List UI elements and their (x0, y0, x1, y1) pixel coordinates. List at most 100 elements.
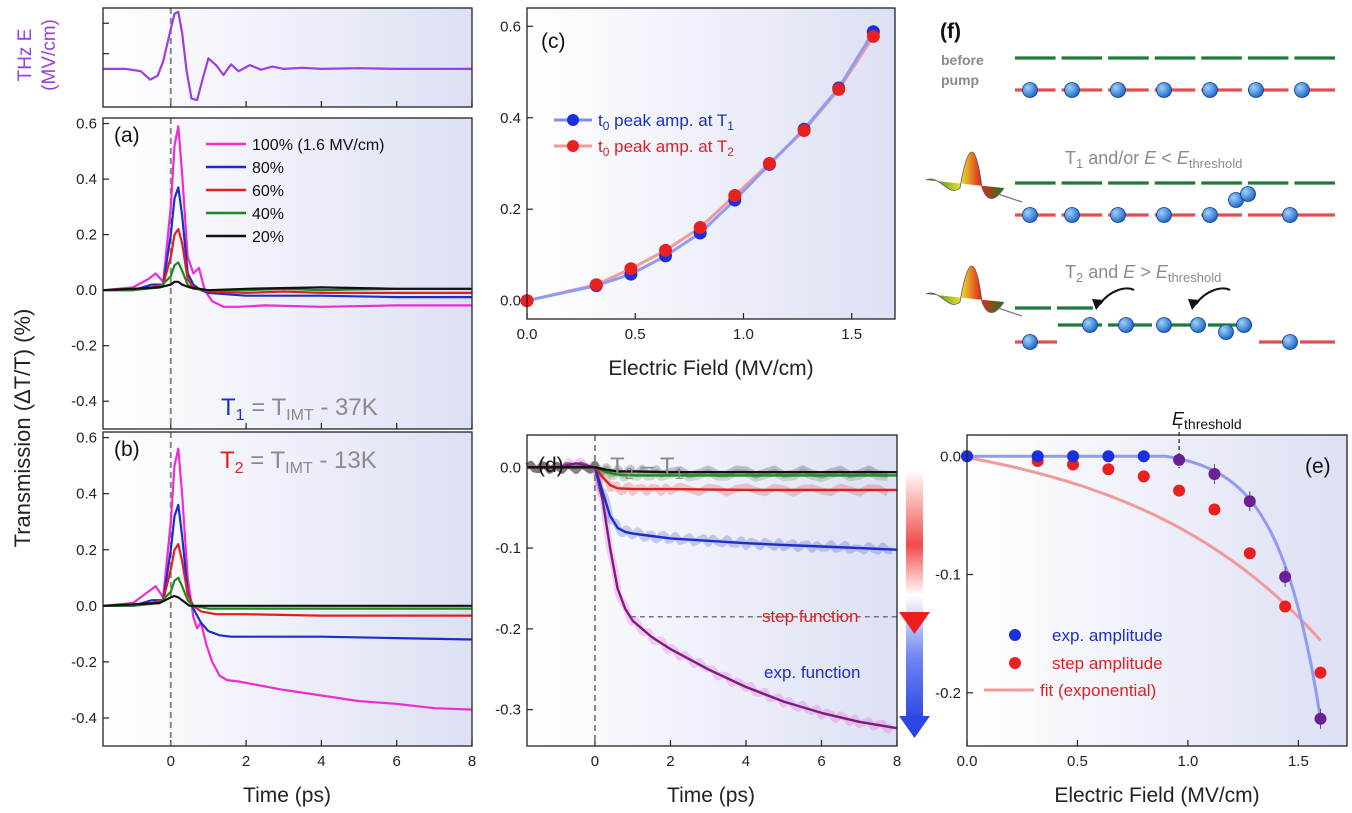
panel-a-legend-text: 60% (252, 183, 284, 200)
panel-d-ytick-label: 0.0 (500, 459, 521, 476)
electron-ball (1022, 334, 1038, 350)
electron-ball (1202, 207, 1218, 223)
electron-ball (1110, 82, 1126, 98)
panel-b-xtick-label: 2 (242, 753, 250, 770)
panel-a-ytick-label: 0.2 (76, 227, 97, 244)
panel-d-xtick-label: 2 (666, 753, 674, 770)
panel-c-legend: t0 peak amp. at T1 t0 peak amp. at T2 (554, 111, 734, 159)
electron-ball (1240, 186, 1256, 202)
panel-e-point-exp (1137, 450, 1150, 463)
panel-c: 0.0 0.2 0.4 0.6 0.0 0.5 1.0 1.5 (c) t0 peak amp… (500, 7, 896, 380)
panel-d-annotation: T2 – T1 (610, 453, 684, 483)
panel-e-point-step (1208, 503, 1221, 516)
panel-e-ytick-label: -0.1 (935, 567, 961, 584)
blue-arrow-head (899, 716, 930, 738)
panel-d-x-label: Time (ps) (667, 784, 755, 807)
electron-ball (1236, 317, 1252, 333)
row2-label: T1 and/or E < Ethreshold (1065, 148, 1242, 171)
legend-text-exp: exp. amplitude (1052, 626, 1163, 645)
panel-e-fit-step (966, 456, 1322, 642)
panel-e-point-exp (1243, 495, 1256, 508)
panel-d-frame (526, 434, 898, 747)
panel-a-series-green (103, 261, 472, 292)
panel-b-xtick-label: 4 (317, 753, 325, 770)
panel-e-point-step (1067, 458, 1080, 471)
panel-a-legend-text: 80% (252, 160, 284, 177)
legend-text-fit: fit (exponential) (1040, 681, 1156, 700)
panel-c-xtick-label: 1.5 (841, 326, 862, 343)
panel-d-plot: -0.3 -0.2 -0.1 0.0 0 2 4 6 8 (495, 435, 901, 770)
panel-e-legend: exp. amplitude step amplitude fit (expon… (984, 626, 1163, 700)
before-pump-label: before pump (941, 52, 984, 88)
panel-c-point-red (762, 157, 776, 170)
panel-d: -0.3 -0.2 -0.1 0.0 0 2 4 6 8 (d) T2 – T1 step fu… (495, 434, 901, 807)
shared-y-axis-label: Transmission (ΔT/T) (%) (10, 309, 35, 548)
panel-a-legend-text: 100% (1.6 MV/cm) (252, 137, 384, 154)
panel-c-point-red (832, 82, 846, 96)
electron-ball (1294, 82, 1310, 98)
panel-d-ytick-label: -0.3 (495, 702, 521, 719)
panel-a-ytick-label: 0.0 (76, 282, 97, 299)
panel-c-bg (527, 8, 895, 319)
panel-d-xtick-label: 6 (817, 753, 825, 770)
panel-a-series-black (102, 280, 472, 292)
panel-e-x-label: Electric Field (MV/cm) (1054, 784, 1259, 807)
row3-label: T2 and E > Ethreshold (1065, 262, 1221, 285)
legend-text-t1: t0 peak amp. at T1 (598, 111, 734, 133)
panel-e-point-step (1314, 666, 1327, 679)
panel-b-xtick-label: 8 (468, 753, 476, 770)
panel-e-point-exp (1031, 450, 1044, 463)
electron-ball (1064, 82, 1080, 98)
schematic-f: (f) before pump T1 and/or E < Ethreshold … (925, 20, 1335, 350)
panel-b-label: (b) (114, 438, 140, 461)
panel-e-frame (966, 434, 1348, 747)
panel-c-ytick-label: 0.4 (500, 110, 521, 127)
panel-b-xtick-label: 6 (393, 753, 401, 770)
panel-e-point-step (1243, 547, 1256, 560)
panel-b-series-red (103, 543, 472, 617)
electron-ball (1022, 207, 1038, 223)
transfer-arrow-left (1099, 287, 1135, 305)
panel-e-point-step (1102, 463, 1115, 476)
electron-ball (1110, 207, 1126, 223)
panel-e-point-exp (1314, 712, 1327, 725)
legend-marker-exp (1009, 629, 1021, 641)
panel-e-point-step (1173, 484, 1186, 497)
panel-c-point-red (866, 29, 880, 43)
panel-b-ytick-label: 0.2 (76, 542, 97, 559)
panel-e-xtick-label: 1.0 (1178, 753, 1199, 770)
panel-a: -0.4 -0.2 0.0 0.2 0.4 0.6 (a) 100% (1.6 MV/cm… (71, 116, 473, 430)
panel-a-frame (102, 117, 473, 430)
panel-b-ytick-label: 0.6 (76, 430, 97, 447)
panel-c-fit-line (526, 31, 875, 303)
thz-panel: THz E (MV/cm) (15, 7, 473, 108)
panel-e-ytick-label: -0.2 (935, 685, 961, 702)
electron-ball (1156, 207, 1172, 223)
panel-a-label: (a) (114, 124, 140, 147)
electron-ball (1218, 324, 1234, 340)
red-arrow-head (899, 612, 930, 634)
panel-a-bg (103, 118, 472, 429)
schematic-label: (f) (940, 20, 961, 43)
panel-b-x-label: Time (ps) (243, 784, 331, 807)
panel-a-ytick-label: -0.4 (71, 393, 97, 410)
thz-plot (103, 8, 473, 107)
thz-pulse-icon (925, 265, 1005, 313)
panel-e-plot: -0.2 -0.1 0.0 0.0 0.5 1.0 1.5 (935, 425, 1327, 770)
panel-c-point-red (659, 243, 673, 257)
panel-c-point-red (589, 278, 603, 292)
schematic-drawing (925, 56, 1335, 350)
transfer-arrowhead-left (1092, 299, 1104, 310)
panel-e-bg (967, 435, 1347, 746)
panel-b-ytick-label: 0.4 (76, 486, 97, 503)
panel-d-ytick-label: -0.2 (495, 621, 521, 638)
panel-c-x-label: Electric Field (MV/cm) (608, 357, 813, 380)
panel-a-ytick-label: 0.6 (76, 116, 97, 133)
panel-e-point-exp (1067, 450, 1080, 463)
panel-c-point-red (693, 221, 707, 235)
panel-e-point-exp (1173, 453, 1186, 466)
panel-d-fit-black (527, 466, 897, 474)
panel-d-bg (527, 435, 897, 746)
panel-c-ytick-label: 0.6 (500, 18, 521, 35)
